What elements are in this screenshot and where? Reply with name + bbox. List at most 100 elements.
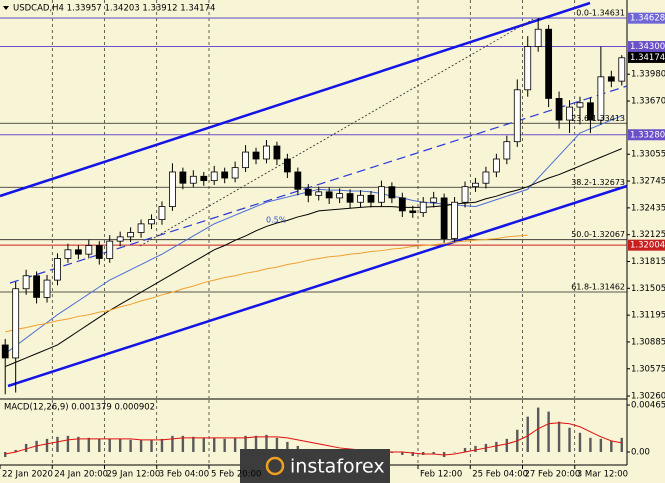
macd-bar	[87, 437, 91, 452]
candle-body	[116, 236, 124, 242]
macd-bar	[160, 438, 164, 452]
candle-body	[409, 210, 417, 214]
macd-bar	[118, 438, 122, 452]
y-tick-label: 1.31505	[631, 284, 665, 294]
macd-bar	[233, 437, 237, 452]
macd-bar	[474, 445, 477, 452]
candle-body	[398, 197, 406, 212]
level-label: 1.32004	[630, 241, 665, 251]
macd-bar	[599, 438, 603, 452]
y-tick-label: 1.30575	[631, 364, 665, 374]
macd-bar	[526, 416, 529, 452]
candle-body	[179, 171, 187, 184]
macd-bar	[223, 438, 226, 452]
candle-body	[503, 141, 511, 160]
channel-middle	[9, 85, 628, 284]
grid-layer	[0, 0, 627, 465]
moving-average	[4, 115, 622, 355]
x-tick-label: 22 Jan 2020	[2, 470, 53, 480]
macd-bar	[14, 449, 17, 452]
macd-bar	[66, 435, 70, 452]
fibo-label: 61.8-1.31462	[571, 283, 625, 292]
level-box	[628, 51, 665, 63]
candle-body	[54, 258, 61, 281]
macd-signal	[5, 422, 622, 456]
channel-upper	[0, 1, 591, 198]
candle-body	[492, 158, 500, 173]
candle-body	[127, 232, 135, 238]
y-tick-label: 1.32745	[631, 177, 665, 187]
candle-body	[12, 288, 20, 359]
macd-y-tick-label: 0.004652	[631, 401, 665, 411]
candle-body	[43, 279, 51, 298]
x-tick-label: 5 Feb 20:00	[211, 470, 261, 480]
candle-body	[169, 171, 176, 207]
macd-bar	[24, 443, 28, 452]
y-tick-label: 1.31195	[631, 311, 665, 321]
candle-body	[33, 275, 40, 298]
macd-bar	[620, 437, 623, 452]
candle-body	[189, 175, 197, 184]
candle-body	[294, 171, 302, 190]
fibo-trend	[139, 17, 536, 247]
candle-body	[461, 186, 469, 203]
candle-body	[378, 186, 385, 203]
candle-body	[252, 151, 260, 160]
candle-body	[64, 249, 72, 259]
level-label: 1.34174	[630, 53, 665, 63]
candle-body	[221, 171, 229, 179]
y-tick-label: 1.33980	[631, 70, 665, 80]
macd-bar	[536, 407, 540, 452]
macd-y-tick-label: 0.00	[631, 447, 650, 457]
macd-bar	[463, 447, 467, 452]
macd-bar	[45, 438, 49, 452]
candle-body	[367, 194, 375, 203]
macd-bar	[589, 437, 592, 452]
candle-body	[388, 186, 396, 199]
candle-body	[566, 106, 573, 121]
moving-average	[5, 234, 528, 333]
candle-body	[263, 145, 270, 160]
macd-bar	[244, 435, 247, 452]
macd-title: MACD(12,26,9) 0.001379 0.000902	[4, 403, 155, 413]
macd-bar	[422, 451, 425, 456]
macd-bar	[265, 434, 268, 452]
candle-body	[555, 98, 563, 121]
candle-body	[545, 28, 553, 99]
candle-body	[158, 206, 166, 220]
candle-body	[273, 145, 281, 160]
candle-body	[1, 344, 9, 359]
candle-body	[210, 171, 218, 182]
candle-body	[200, 175, 208, 182]
level-box	[628, 129, 665, 141]
macd-bar	[547, 411, 550, 452]
macd-bar	[610, 440, 613, 452]
macd-bar	[129, 439, 132, 452]
macd-bar	[505, 438, 509, 452]
candle-body	[74, 249, 82, 255]
candle-body	[451, 201, 458, 239]
x-tick-label: 3 Mar 12:00	[577, 470, 628, 480]
candle-body	[534, 28, 542, 47]
y-tick-label: 1.33055	[631, 150, 665, 160]
macd-bar	[432, 451, 435, 454]
x-tick-label: 29 Jan 12:00	[107, 470, 161, 480]
watermark-logo	[265, 456, 285, 476]
candle-body	[597, 76, 605, 121]
level-box	[628, 12, 665, 24]
candle-body	[576, 102, 584, 108]
annotation: 0.5%	[266, 216, 287, 225]
macd-bar	[181, 435, 185, 452]
y-tick-label: 1.30260	[631, 392, 665, 402]
level-label: 1.34628	[630, 14, 665, 24]
macd-bar	[98, 438, 101, 452]
macd-bar	[139, 439, 143, 452]
macd-bar	[453, 451, 456, 453]
macd-bar	[442, 451, 446, 458]
candle-body	[95, 245, 103, 259]
candle-body	[242, 151, 249, 169]
candle-body	[325, 191, 333, 199]
candle-body	[148, 219, 155, 225]
x-tick-label: 3 Feb 04:00	[159, 470, 209, 480]
